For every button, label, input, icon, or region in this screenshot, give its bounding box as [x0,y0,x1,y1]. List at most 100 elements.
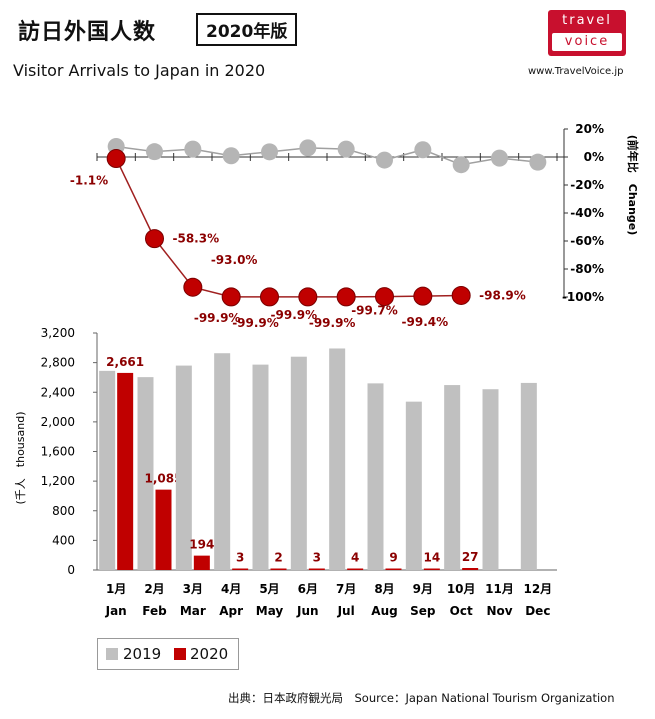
change-2020-data-label: -58.3% [173,232,220,246]
bar-2019 [99,370,116,570]
change-2019-marker [452,156,470,174]
website-url: www.TravelVoice.jp [528,66,624,77]
bar-2020-data-label: 4 [351,551,359,565]
bar-2020 [462,568,479,570]
change-2020-data-label: -99.9% [309,316,356,330]
bar-y-tick-label: 2,400 [41,385,75,399]
change-2020-data-label: -1.1% [70,174,108,188]
bar-2020-data-label: 194 [189,538,214,552]
change-2020-marker [106,149,126,169]
page-title: 訪日外国人数 [18,20,157,45]
bar-2019 [520,382,537,570]
change-2019-marker [222,147,240,165]
bar-2020-data-label: 9 [389,551,397,565]
source-note: 出典：日本政府観光局 Source：Japan National Tourism… [228,691,615,705]
legend-swatch-2020 [174,648,186,660]
x-tick-label-en: Jul [337,604,355,618]
change-2020-data-label: -99.9% [194,311,241,325]
x-tick-label-en: Oct [450,604,473,618]
change-2019-marker [491,149,508,167]
change-2019-marker [414,141,432,159]
bar-2020 [347,568,364,570]
bar-2020-data-label: 27 [462,550,479,564]
x-tick-label-en: Dec [525,604,550,618]
logo-line1: travel [562,13,612,28]
x-tick-label-jp: 2月 [144,582,164,596]
x-tick-label-jp: 12月 [523,582,552,596]
bar-2020 [117,372,134,570]
change-2020-marker [183,277,203,297]
change-y-tick-label: -80% [570,262,604,276]
change-y-tick-label: 0% [584,150,604,164]
change-2019-marker [376,151,393,169]
change-y-tick-label: -60% [570,234,604,248]
bar-y-tick-label: 800 [52,504,75,518]
bar-2019 [405,401,422,570]
bar-2020-data-label: 2 [274,551,282,565]
bar-2020 [423,568,440,570]
change-y-axis-label: (前年比 Change) [626,135,640,236]
bar-2020 [270,568,287,570]
bar-2019 [214,353,231,570]
bar-y-tick-label: 0 [67,563,75,577]
change-2019-marker [299,139,317,157]
bar-2020-data-label: 3 [236,551,244,565]
legend-label-2019: 2019 [123,645,162,663]
change-y-tick-label: -100% [562,290,604,304]
change-2020-data-label: -99.7% [351,304,398,318]
bar-2019 [367,383,384,570]
logo-line2: voice [552,33,622,51]
legend-label-2020: 2020 [190,645,229,663]
x-tick-label-jp: 3月 [183,582,203,596]
change-2019-marker [261,143,278,161]
x-tick-label-en: Nov [486,604,512,618]
bar-2019 [329,348,346,570]
change-2020-data-label: -99.9% [271,308,318,322]
change-2020-marker [145,229,164,249]
x-tick-label-jp: 4月 [221,582,241,596]
legend-swatch-2019 [106,648,118,660]
change-2020-line [115,158,462,298]
change-2020-data-label: -99.9% [232,316,279,330]
travelvoice-logo: travel voice [548,10,626,56]
change-2020-data-label: -98.9% [479,288,526,302]
change-2020-marker [336,287,356,307]
bar-2020-data-label: 14 [423,551,440,565]
bar-2020 [155,489,172,570]
bar-2019 [482,389,499,570]
bar-2020 [232,568,249,570]
change-2020-marker [375,287,394,307]
bar-2019 [444,385,461,570]
bar-y-axis-label: (千人 thousand) [14,412,27,505]
bar-y-tick-label: 2,000 [41,415,75,429]
change-2020-data-label: -93.0% [211,253,258,267]
x-tick-label-jp: 7月 [336,582,356,596]
legend: 2019 2020 [97,638,239,670]
bar-y-tick-label: 2,800 [41,356,75,370]
bar-2020 [193,555,210,570]
x-tick-label-en: Jan [105,604,127,618]
x-tick-label-jp: 8月 [374,582,394,596]
page-subtitle: Visitor Arrivals to Japan in 2020 [13,61,266,80]
change-2020-marker [221,287,241,307]
x-tick-label-en: Mar [180,604,206,618]
change-2019-marker [337,140,355,158]
x-tick-label-jp: 1月 [106,582,126,596]
bar-2019 [252,364,269,570]
x-tick-label-en: Sep [410,604,436,618]
x-tick-label-jp: 11月 [485,582,514,596]
bar-y-tick-label: 400 [52,533,75,547]
change-2020-marker [413,286,433,306]
x-tick-label-en: Feb [142,604,167,618]
bar-2019 [137,377,154,570]
bar-2019 [290,356,307,570]
x-tick-label-en: May [256,604,284,618]
x-tick-label-en: Jun [296,604,319,618]
change-2020-marker [260,287,279,307]
bar-2020-data-label: 1,085 [145,472,183,486]
x-tick-label-jp: 10月 [447,582,476,596]
change-y-tick-label: 20% [575,122,604,136]
x-tick-label-jp: 6月 [298,582,318,596]
bar-2019 [175,365,192,570]
change-2020-marker [451,285,471,305]
